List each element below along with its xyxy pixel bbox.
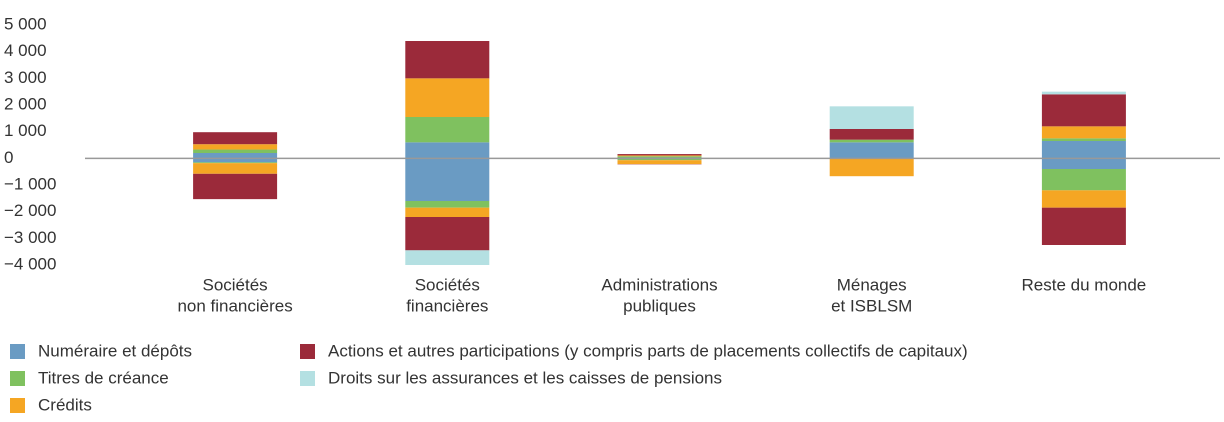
bar-segment: [405, 117, 489, 142]
x-tick-label: Sociétés: [415, 275, 480, 294]
y-tick-label: 4 000: [4, 41, 47, 60]
bar-segment: [830, 140, 914, 143]
y-tick-label: 1 000: [4, 121, 47, 140]
bar-segment: [618, 160, 702, 164]
bar-segment: [405, 41, 489, 78]
y-tick-label: −4 000: [4, 254, 56, 273]
bar-segment: [830, 106, 914, 129]
legend-swatch: [300, 371, 315, 386]
bar-segment: [1042, 158, 1126, 169]
bar-segment: [193, 150, 277, 153]
bar-segment: [405, 208, 489, 217]
bar-segment: [830, 159, 914, 176]
bar-segment: [1042, 190, 1126, 207]
y-tick-label: −1 000: [4, 174, 56, 193]
bar-segment: [1042, 138, 1126, 141]
x-tick-label: non financières: [177, 296, 292, 315]
bar-segment: [405, 142, 489, 158]
legend-label: Numéraire et dépôts: [38, 341, 192, 360]
legend-label: Crédits: [38, 395, 92, 414]
bar-segment: [193, 163, 277, 174]
bar-segment: [193, 132, 277, 144]
bar-segment: [1042, 92, 1126, 95]
legend-swatch: [10, 344, 25, 359]
legend-label: Actions et autres participations (y comp…: [328, 341, 968, 360]
bar-segment: [830, 142, 914, 158]
legend-swatch: [10, 398, 25, 413]
x-tick-label: et ISBLSM: [831, 296, 912, 315]
legend-label: Titres de créance: [38, 368, 169, 387]
legend-swatch: [300, 344, 315, 359]
y-tick-label: 5 000: [4, 14, 47, 33]
bar-segment: [1042, 126, 1126, 138]
bar-segment: [405, 158, 489, 201]
bar-segment: [405, 217, 489, 250]
bar-segment: [618, 155, 702, 156]
bar-segment: [193, 153, 277, 158]
x-tick-label: Ménages: [837, 275, 907, 294]
y-tick-label: 0: [4, 148, 13, 167]
bar-segment: [405, 78, 489, 117]
bar-segment: [405, 250, 489, 265]
bar-segment: [1042, 169, 1126, 190]
bar-segment: [193, 144, 277, 149]
x-tick-label: Reste du monde: [1022, 275, 1147, 294]
x-tick-label: Sociétés: [202, 275, 267, 294]
bar-segment: [193, 162, 277, 163]
bar-segment: [1042, 94, 1126, 126]
x-tick-label: Administrations: [601, 275, 717, 294]
y-tick-label: −2 000: [4, 201, 56, 220]
bar-segment: [618, 154, 702, 155]
bar-segment: [618, 156, 702, 157]
x-tick-label: publiques: [623, 296, 696, 315]
y-tick-label: −3 000: [4, 228, 56, 247]
bar-segment: [193, 174, 277, 199]
bar-segment: [405, 201, 489, 208]
legend-swatch: [10, 371, 25, 386]
bar-segment: [830, 129, 914, 140]
bar-segment: [1042, 208, 1126, 245]
bar-segment: [1042, 141, 1126, 158]
y-tick-label: 2 000: [4, 94, 47, 113]
y-tick-label: 3 000: [4, 68, 47, 87]
legend-label: Droits sur les assurances et les caisses…: [328, 368, 722, 387]
x-tick-label: financières: [406, 296, 488, 315]
